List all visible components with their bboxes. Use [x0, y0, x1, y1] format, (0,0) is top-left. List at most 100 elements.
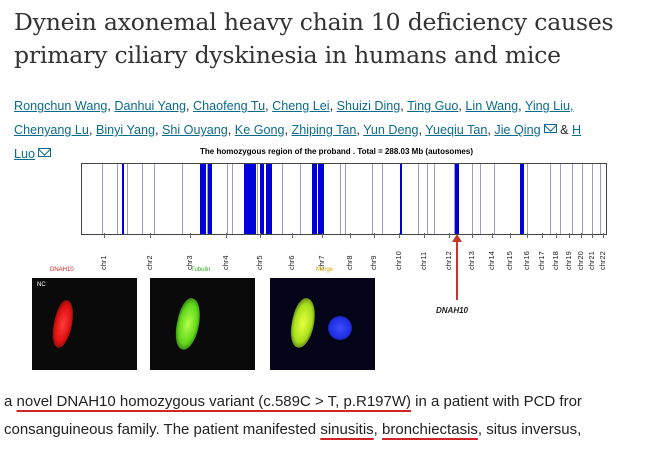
author-list: Rongchun Wang, Danhui Yang, Chaofeng Tu,…: [14, 94, 645, 166]
chromosome-label: chr20: [576, 251, 585, 270]
region-line: [232, 164, 233, 234]
text: consanguineous family. The patient manif…: [4, 421, 321, 438]
author-link[interactable]: Jie Qing: [494, 123, 541, 137]
region-line: [434, 164, 435, 234]
homozygous-block: [312, 164, 317, 234]
chromosome-tick: [449, 233, 450, 238]
chromosome-label: chr4: [221, 255, 230, 270]
chromosome-label: chr11: [419, 251, 428, 270]
region-line: [127, 164, 128, 234]
author-separator: &: [560, 123, 569, 137]
chromosome-tick: [260, 233, 261, 238]
region-line: [282, 164, 283, 234]
gene-label: DNAH10: [436, 306, 469, 315]
panel-nc-label: NC: [37, 282, 46, 288]
region-line: [300, 164, 301, 234]
chromosome-tick: [542, 233, 543, 238]
chromosome-label: chr14: [487, 251, 496, 270]
micrograph-merge: [270, 278, 375, 374]
body-line-2: consanguineous family. The patient manif…: [4, 416, 644, 444]
chromosome-label: chr5: [255, 255, 264, 270]
author-link[interactable]: H: [572, 123, 582, 137]
author-link[interactable]: Shuizi Ding: [336, 99, 401, 113]
author-link[interactable]: Chenyang Lu: [14, 123, 89, 137]
chromosome-label: chr10: [394, 251, 403, 270]
author-link[interactable]: Luo: [14, 147, 36, 161]
cilia-signal: [287, 296, 319, 350]
text: , situs inversus,: [477, 421, 582, 438]
chromosome-label: chr2: [145, 255, 154, 270]
chromosome-track: [81, 163, 607, 235]
region-line: [345, 164, 346, 234]
homozygous-block: [318, 164, 324, 234]
chromosome-label: chr15: [505, 251, 514, 270]
homozygous-block: [266, 164, 272, 234]
author-link[interactable]: Ying Liu,: [524, 99, 574, 113]
scale-bar: [345, 371, 373, 374]
region-line: [527, 164, 528, 234]
chromosome-label: chr16: [522, 251, 531, 270]
chromosome-tick: [150, 233, 151, 238]
region-line: [600, 164, 601, 234]
author-link[interactable]: Danhui Yang: [114, 99, 187, 113]
homozygous-block: [260, 164, 264, 234]
author-link[interactable]: Yueqiu Tan: [425, 123, 488, 137]
article-title: Dynein axonemal heavy chain 10 deficienc…: [14, 8, 614, 69]
figure-image: The homozygous region of the proband . T…: [0, 143, 645, 383]
author-link[interactable]: Rongchun Wang: [14, 99, 108, 113]
author-link[interactable]: Lin Wang: [465, 99, 519, 113]
author-line-3: Luo: [14, 142, 645, 166]
chromosome-tick: [492, 233, 493, 238]
region-line: [418, 164, 419, 234]
homozygous-block: [520, 164, 524, 234]
author-link[interactable]: Yun Deng: [363, 123, 419, 137]
region-line: [340, 164, 341, 234]
region-line: [427, 164, 428, 234]
author-link[interactable]: Cheng Lei: [272, 99, 330, 113]
chromosome-tick: [527, 233, 528, 238]
homozygous-block: [208, 164, 212, 234]
region-line: [207, 164, 208, 234]
chromosome-label: chr6: [287, 255, 296, 270]
abstract-snippet: a novel DNAH10 homozygous variant (c.589…: [4, 388, 644, 444]
micrograph-dnah10: NC: [32, 278, 137, 370]
chromosome-label: chr8: [345, 255, 354, 270]
chromosome-label: chr13: [467, 251, 476, 270]
author-link[interactable]: Ke Gong: [234, 123, 285, 137]
author-line-2: Chenyang Lu, Binyi Yang, Shi Ouyang, Ke …: [14, 123, 582, 137]
region-line: [227, 164, 228, 234]
chromosome-label: chr1: [99, 255, 108, 270]
author-link[interactable]: Chaofeng Tu: [193, 99, 266, 113]
region-line: [572, 164, 573, 234]
chromosome-tick: [603, 233, 604, 238]
region-line: [582, 164, 583, 234]
text: ,: [373, 421, 383, 438]
homozygous-block: [244, 164, 256, 234]
text: a: [4, 393, 17, 410]
author-link[interactable]: Ting Guo: [407, 99, 459, 113]
chromosome-tick: [322, 233, 323, 238]
chromosome-tick: [569, 233, 570, 238]
nucleus-signal: [328, 316, 352, 340]
region-line: [382, 164, 383, 234]
author-link[interactable]: Binyi Yang: [95, 123, 155, 137]
highlight-bronchiectasis: bronchiectasis: [382, 421, 478, 438]
chromosome-tick: [581, 233, 582, 238]
chromosome-tick: [226, 233, 227, 238]
homozygous-block: [455, 164, 459, 234]
highlight-variant: novel DNAH10 homozygous variant (c.589C …: [16, 393, 412, 410]
chromosome-label: chr18: [551, 251, 560, 270]
region-line: [257, 164, 258, 234]
region-line: [182, 164, 183, 234]
email-icon[interactable]: [38, 148, 52, 157]
author-link[interactable]: Zhiping Tan: [291, 123, 357, 137]
region-line: [560, 164, 561, 234]
body-line-1: a novel DNAH10 homozygous variant (c.589…: [4, 388, 644, 416]
author-link[interactable]: Shi Ouyang: [161, 123, 228, 137]
chromosome-label: chr22: [598, 251, 607, 270]
region-line: [472, 164, 473, 234]
email-icon[interactable]: [543, 124, 557, 133]
homozygous-block: [122, 164, 124, 234]
region-line: [117, 164, 118, 234]
homozygous-block: [200, 164, 206, 234]
